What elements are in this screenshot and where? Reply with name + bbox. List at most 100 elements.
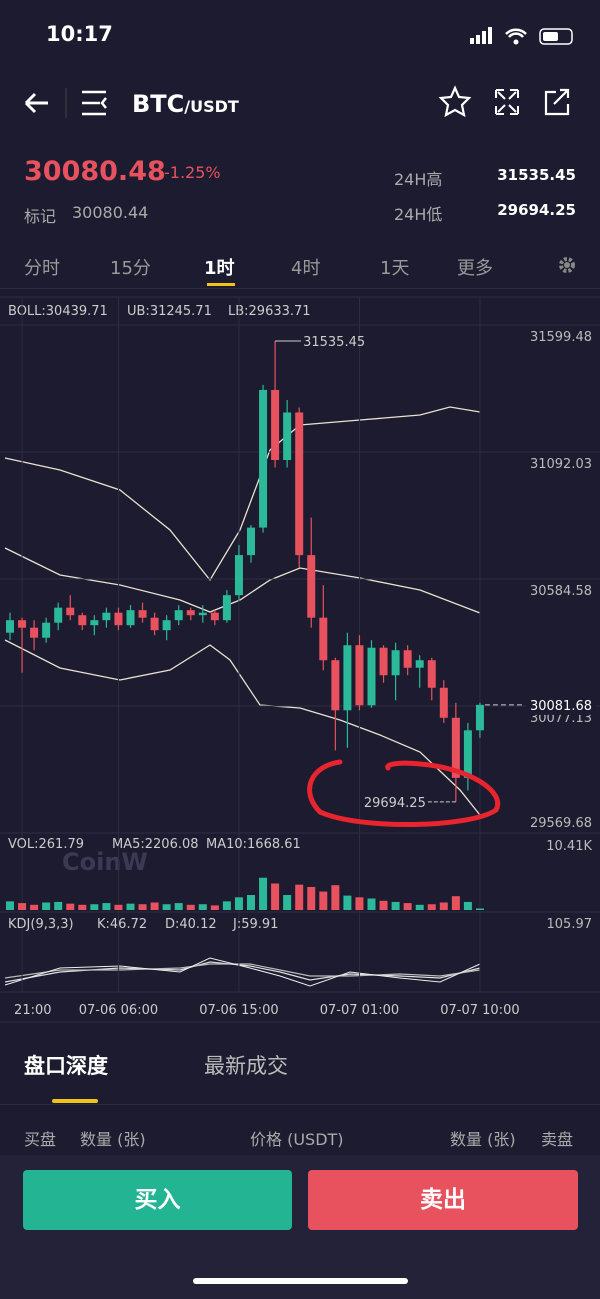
x-tick-label: 07-06 06:00 <box>79 1003 158 1018</box>
status-icons <box>470 27 573 45</box>
volume-bar <box>162 904 171 910</box>
volume-bar <box>114 904 123 910</box>
candle-body <box>403 650 412 668</box>
volume-bar <box>259 877 268 910</box>
volume-bar <box>307 886 316 910</box>
depth-tab[interactable]: 盘口深度 <box>24 1054 108 1078</box>
candle-body <box>463 730 472 778</box>
volume-bar <box>6 901 14 910</box>
x-tick-label: 07-07 10:00 <box>440 1003 519 1018</box>
volume-bar <box>42 902 51 910</box>
kdj-label: J:59.91 <box>232 917 278 932</box>
candle-body <box>415 660 424 668</box>
interval-tab[interactable]: 1时 <box>204 258 235 279</box>
price-change: -1.25% <box>164 163 221 182</box>
candle-body <box>391 650 400 676</box>
volume-bar <box>355 897 364 910</box>
volume-bar <box>247 895 255 910</box>
candle-body <box>319 617 328 661</box>
fullscreen-button[interactable] <box>495 89 519 115</box>
interval-tab[interactable]: 更多 <box>457 258 493 279</box>
candle-body <box>6 620 14 633</box>
volume-bar <box>174 903 183 910</box>
settings-button[interactable] <box>556 254 578 276</box>
candle-body <box>475 704 484 731</box>
mark-label: 标记 <box>24 207 57 226</box>
volume-bar <box>427 904 436 910</box>
volume-bar <box>271 883 280 910</box>
candle-body <box>247 527 255 556</box>
buy-button[interactable]: 买入 <box>23 1170 292 1230</box>
low-value: 29694.25 <box>497 201 576 219</box>
candle-body <box>90 620 99 626</box>
interval-tab[interactable]: 分时 <box>24 258 60 279</box>
volume-bar <box>30 904 39 910</box>
candle-body <box>138 610 147 618</box>
volume-axis-label: 10.41K <box>546 839 592 854</box>
boll-upper <box>4 406 481 582</box>
favorite-button[interactable] <box>438 85 472 118</box>
header-icons <box>24 85 570 118</box>
tab-underline <box>207 283 235 286</box>
volume-bar <box>319 891 328 910</box>
y-tick-label: 31599.48 <box>530 330 592 345</box>
candle-body <box>30 627 39 638</box>
volume-label: VOL:261.79 <box>8 837 84 852</box>
volume-bar <box>475 908 484 910</box>
divider <box>0 288 600 289</box>
depth-column: 数量 (张) <box>450 1130 516 1149</box>
boll-label: UB:31245.71 <box>127 304 212 319</box>
boll-lower <box>4 639 481 816</box>
back-button[interactable] <box>24 92 48 114</box>
volume-bar <box>66 903 75 910</box>
candle-body <box>78 615 87 626</box>
volume-bar <box>90 904 99 910</box>
y-tick-label: 31092.03 <box>530 457 592 472</box>
interval-tab[interactable]: 4时 <box>291 258 321 279</box>
candle-body <box>222 595 231 621</box>
candle-body <box>355 645 364 706</box>
x-tick-label: 07-06 15:00 <box>199 1003 278 1018</box>
menu-button[interactable] <box>82 90 107 116</box>
volume-bar <box>379 900 388 910</box>
candle-body <box>307 555 316 618</box>
kline-chart: CoinW BOLL:30439.71 UB:31245.71 LB:29633.7… <box>0 296 600 1023</box>
candle-body <box>18 620 27 628</box>
candle-body <box>174 610 183 621</box>
interval-tab[interactable]: 15分 <box>110 258 151 279</box>
candle-body <box>427 660 436 688</box>
volume-label: MA10:1668.61 <box>206 837 301 852</box>
candle-body <box>54 607 63 623</box>
high-value: 31535.45 <box>497 166 576 184</box>
volume-bar <box>403 903 412 910</box>
kdj-j <box>4 957 481 987</box>
volume-bar <box>210 905 219 910</box>
candle-body <box>283 412 292 461</box>
depth-column: 买盘 <box>24 1130 57 1149</box>
last-price: 30080.48 <box>24 156 166 187</box>
low-label: 24H低 <box>394 205 443 224</box>
share-button[interactable] <box>544 88 570 116</box>
high-annotation: 31535.45 <box>303 335 365 350</box>
interval-tab[interactable]: 1天 <box>380 258 410 279</box>
candle-body <box>343 645 352 711</box>
sell-button[interactable]: 卖出 <box>308 1170 578 1230</box>
depth-column: 价格 (USDT) <box>250 1130 344 1149</box>
tab-indicator <box>52 1099 98 1103</box>
volume-bar <box>463 901 472 910</box>
volume-bar <box>439 902 448 910</box>
volume-bar <box>415 904 424 910</box>
boll-mid <box>4 547 481 614</box>
kdj-axis-label: 105.97 <box>547 917 593 932</box>
kdj-label: KDJ(9,3,3) <box>8 917 74 932</box>
depth-tab[interactable]: 最新成交 <box>204 1054 288 1078</box>
kdj-label: D:40.12 <box>165 917 217 932</box>
boll-label: LB:29633.71 <box>228 304 311 319</box>
boll-label: BOLL:30439.71 <box>8 304 108 319</box>
volume-bar <box>150 902 159 910</box>
volume-bar <box>295 884 304 910</box>
volume-bar <box>343 895 352 910</box>
watermark: CoinW <box>62 848 148 876</box>
volume-bar <box>54 901 63 910</box>
low-annotation: 29694.25 <box>364 796 426 811</box>
